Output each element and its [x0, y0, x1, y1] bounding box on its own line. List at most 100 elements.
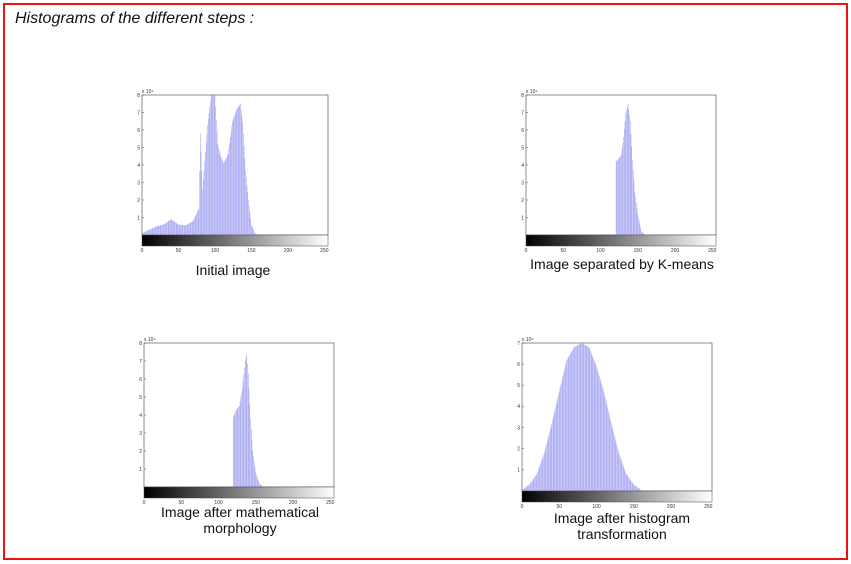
histogram-bar [550, 426, 552, 491]
histogram-bar [585, 345, 586, 491]
histogram-bar [576, 345, 578, 491]
histogram-bar [630, 134, 632, 235]
histogram-bar [248, 206, 250, 235]
histogram-bar [617, 449, 619, 491]
y-tick-label: 1 [139, 467, 142, 473]
histogram-bar [182, 225, 184, 235]
histogram-bar [642, 232, 644, 235]
histogram-bar [151, 228, 152, 235]
x-tick-label: 150 [634, 248, 643, 254]
histogram-bar [580, 343, 582, 491]
histogram-bar [618, 158, 619, 235]
histogram-bar [236, 409, 237, 487]
histogram-bar [219, 150, 220, 235]
histogram-bar [584, 344, 585, 491]
histogram-bar [254, 467, 256, 487]
histogram-bar [622, 463, 623, 491]
y-tick-label: 1 [517, 468, 520, 474]
histogram-bar [615, 161, 617, 235]
histogram-bar [245, 361, 246, 487]
y-tick-label: 6 [521, 128, 524, 134]
y-tick-label: 1 [521, 215, 524, 221]
histogram-bar [193, 219, 194, 235]
histogram-bar [595, 364, 596, 491]
histogram-bar [588, 346, 589, 491]
histogram-bar [248, 373, 249, 487]
histogram-bar [250, 218, 251, 235]
histogram-bar [635, 202, 637, 235]
histogram-bars [141, 95, 258, 236]
histogram-bar [249, 403, 251, 487]
y-tick-label: 4 [517, 404, 520, 410]
histogram-bar [198, 208, 200, 235]
histogram-bar [554, 410, 555, 491]
histogram-bar [615, 441, 617, 491]
histogram-bar [197, 211, 198, 235]
histogram-bar [611, 426, 613, 491]
histogram-bar [244, 158, 246, 235]
x-tick-label: 100 [211, 248, 220, 254]
histogram-bar [211, 95, 213, 235]
histogram-bar [555, 404, 557, 491]
histogram-bar [526, 486, 527, 491]
histogram-bar [243, 145, 245, 235]
histogram-bar [590, 352, 592, 491]
plot-area [143, 342, 335, 488]
histogram-bar [180, 224, 181, 235]
histogram-bar [539, 465, 541, 491]
histogram-bar [629, 479, 631, 491]
histogram-bar [599, 376, 600, 491]
histogram-transformation: 1 2 3 4 5 6 7x 10⁴ 0 50 100 150 200 250 [517, 337, 713, 510]
histogram-bar [248, 200, 249, 235]
histogram-bar [203, 170, 205, 235]
x-tick-label: 50 [560, 248, 566, 254]
histogram-bar [626, 475, 628, 491]
histogram-bar [578, 344, 579, 491]
grayscale-colorbar [525, 234, 717, 247]
histogram-bar [616, 160, 618, 235]
histogram-bar [587, 346, 588, 491]
histogram-bar [620, 459, 622, 491]
histogram-bar [590, 351, 591, 491]
histogram-bar [148, 230, 149, 235]
histogram-bar [175, 222, 177, 235]
histogram-bar [556, 401, 558, 491]
histogram-bar [187, 224, 189, 235]
histogram-bar [239, 401, 241, 487]
y-tick-label: 8 [137, 93, 140, 99]
histogram-bar [558, 391, 560, 491]
histogram-bar [221, 159, 223, 235]
histogram-bar [621, 461, 623, 491]
histogram-bar [620, 155, 621, 235]
grayscale-colorbar [521, 490, 713, 503]
histogram-bar [573, 348, 574, 491]
histogram-bar [620, 457, 621, 491]
histogram-bar [610, 420, 611, 491]
histogram-bar [215, 107, 216, 235]
histogram-bar [181, 224, 183, 235]
histogram-bar [169, 220, 170, 235]
y-tick-label: 6 [137, 128, 140, 134]
histogram-bar [184, 225, 185, 235]
histogram-bar [214, 95, 216, 235]
histogram-bar [588, 347, 590, 491]
histogram-bar [641, 232, 643, 235]
histogram-bar [562, 375, 564, 491]
histogram-bar [200, 133, 201, 235]
x-tick-label: 200 [667, 504, 676, 510]
histogram-bar [569, 354, 570, 491]
histogram-bar [204, 161, 205, 235]
histogram-bar [165, 223, 166, 235]
histogram-bar [224, 161, 225, 235]
x-tick-label: 250 [320, 248, 329, 254]
plot-area [525, 94, 717, 236]
y-tick-label: 6 [139, 377, 142, 383]
histogram-bar [641, 231, 642, 235]
histogram-bar [186, 224, 187, 235]
histogram-bar [244, 367, 245, 487]
histogram-bar [612, 429, 614, 491]
histogram-bar [221, 158, 222, 235]
histogram-bar [541, 459, 543, 491]
y-tick-label: 2 [521, 198, 524, 204]
histogram-bars [615, 103, 645, 236]
